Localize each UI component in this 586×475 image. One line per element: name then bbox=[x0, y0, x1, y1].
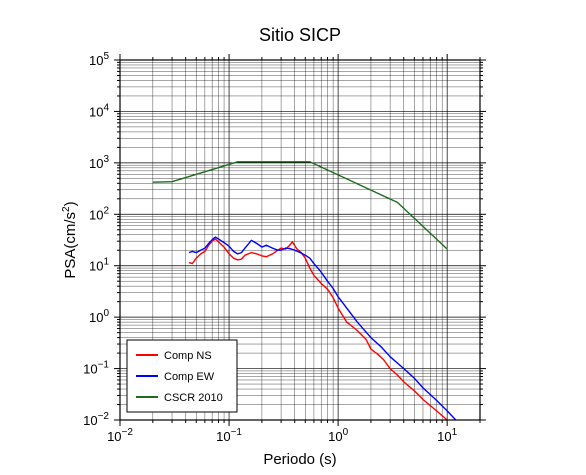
legend: Comp NS Comp EW CSCR 2010 bbox=[126, 339, 238, 413]
plot-border bbox=[119, 59, 481, 421]
x-tick-labels: 10−2 10−1 100 101 bbox=[107, 427, 458, 444]
x-tick-label: 101 bbox=[437, 427, 457, 444]
y-tick-label: 105 bbox=[89, 51, 109, 68]
y-tick-labels: 10−2 10−1 100 101 102 103 104 105 bbox=[83, 51, 109, 428]
y-axis-label-close: ) bbox=[62, 201, 79, 206]
y-tick-label: 10−2 bbox=[83, 411, 109, 428]
x-tick-label: 10−1 bbox=[216, 427, 242, 444]
y-tick-label: 102 bbox=[89, 205, 109, 222]
chart-title: Sitio SICP bbox=[259, 25, 341, 45]
y-tick-label: 101 bbox=[89, 257, 109, 274]
tick-marks bbox=[114, 54, 486, 426]
y-tick-label: 100 bbox=[89, 308, 109, 325]
x-tick-label: 100 bbox=[328, 427, 348, 444]
y-axis-label-sup: 2 bbox=[61, 206, 72, 212]
series-line-cscr-2010 bbox=[152, 161, 448, 250]
y-axis-label-main: PSA(cm/s bbox=[62, 212, 79, 279]
series-line-comp-ew bbox=[188, 236, 457, 421]
plot-frame bbox=[119, 59, 481, 421]
y-tick-label: 103 bbox=[89, 154, 109, 171]
series-line-comp-ns bbox=[188, 238, 448, 421]
x-axis-label: Periodo (s) bbox=[263, 451, 336, 468]
x-tick-label: 10−2 bbox=[107, 427, 133, 444]
legend-label: CSCR 2010 bbox=[164, 392, 223, 404]
y-tick-label: 10−1 bbox=[83, 360, 109, 377]
grid-minor bbox=[120, 60, 481, 420]
y-axis-label: PSA(cm/s2) bbox=[61, 201, 79, 278]
series-layer bbox=[152, 161, 457, 421]
legend-label: Comp EW bbox=[164, 371, 215, 383]
legend-label: Comp NS bbox=[164, 350, 212, 362]
y-tick-label: 104 bbox=[89, 102, 109, 119]
